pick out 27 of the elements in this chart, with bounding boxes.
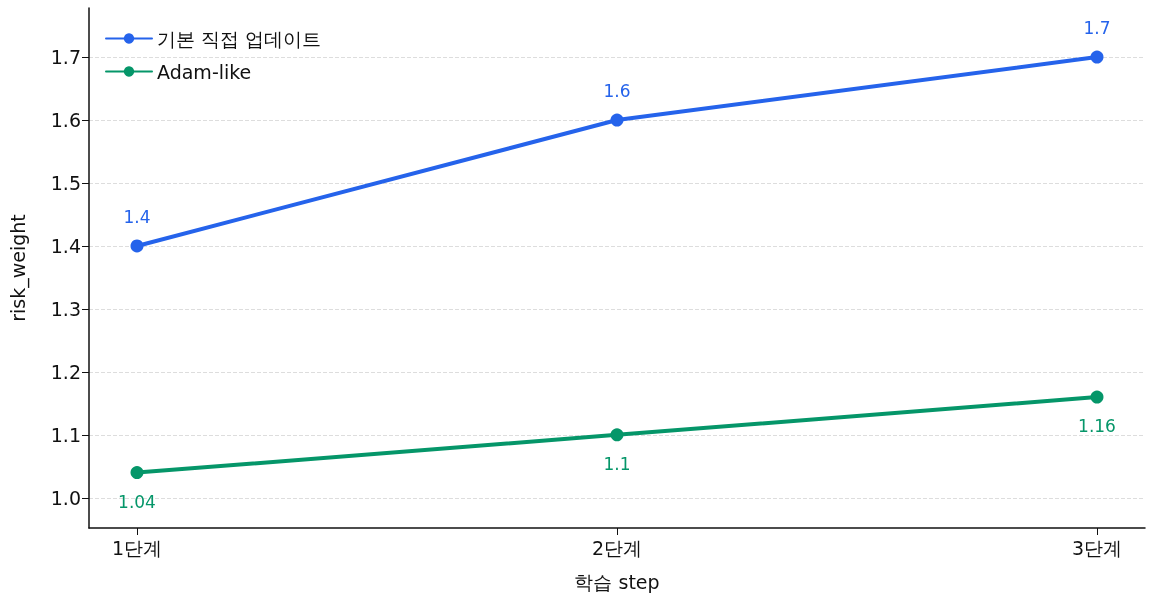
- y-axis-title: risk_weight: [6, 214, 30, 322]
- x-axis-title: 학습 step: [574, 570, 660, 593]
- data-label: 1.7: [1083, 18, 1111, 39]
- y-tick-label: 1.7: [50, 46, 81, 69]
- point: [610, 428, 624, 442]
- y-tick-label: 1.1: [50, 423, 81, 446]
- point: [1090, 50, 1104, 64]
- y-tick-label: 1.3: [50, 297, 81, 320]
- y-tick-label: 1.5: [50, 172, 81, 195]
- point: [130, 239, 144, 253]
- x-tick-label: 3단계: [1071, 536, 1123, 559]
- data-label: 1.04: [118, 491, 156, 512]
- legend-label: Adam-like: [157, 60, 252, 83]
- x-tick-label: 2단계: [591, 536, 643, 559]
- point: [1090, 390, 1104, 404]
- legend-label: 기본 직접 업데이트: [157, 27, 322, 50]
- data-label: 1.1: [603, 453, 631, 474]
- y-tick-label: 1.4: [50, 234, 81, 257]
- point: [130, 466, 144, 480]
- point: [610, 113, 624, 127]
- x-tick-label: 1단계: [111, 536, 163, 559]
- data-label: 1.4: [123, 206, 151, 227]
- y-tick-label: 1.0: [50, 486, 81, 509]
- y-tick-label: 1.6: [50, 109, 81, 132]
- data-label: 1.6: [603, 81, 631, 102]
- data-label: 1.16: [1078, 416, 1116, 437]
- y-tick-label: 1.2: [50, 360, 81, 383]
